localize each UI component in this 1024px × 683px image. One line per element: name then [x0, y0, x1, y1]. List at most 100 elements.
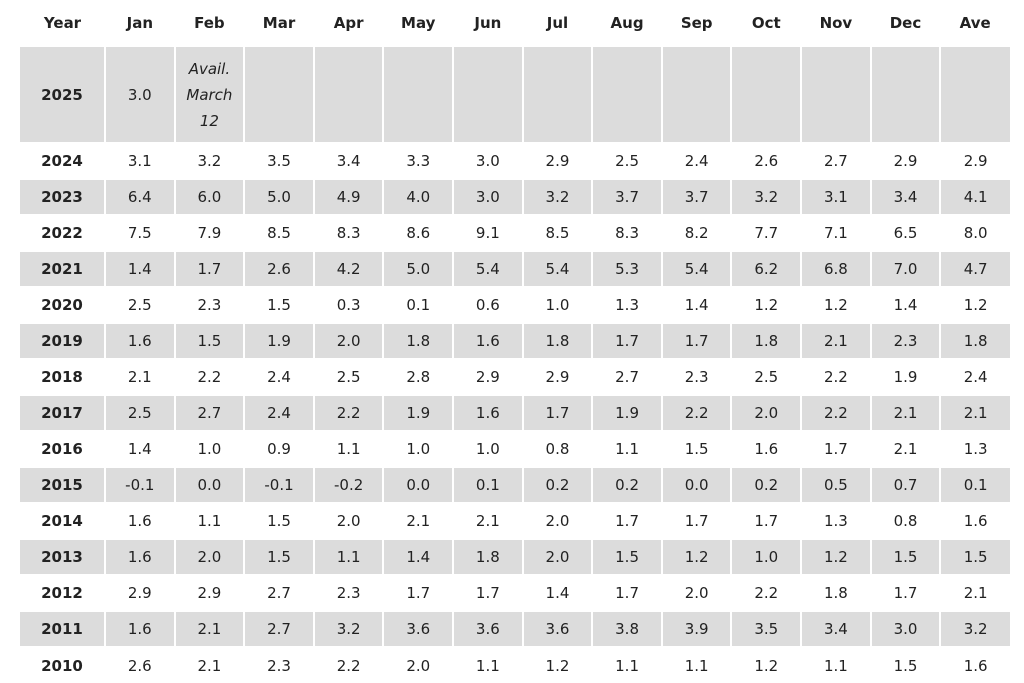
value-cell: 1.7: [660, 322, 732, 359]
value-cell: 1.9: [591, 394, 662, 431]
value-cell: 1.5: [173, 322, 245, 359]
value-cell: 3.5: [243, 142, 314, 179]
value-cell: 8.6: [382, 214, 454, 251]
value-cell: 2.2: [730, 574, 802, 611]
table-row: 2010 2.6 2.1 2.3 2.2 2.0 1.1 1.2 1.1 1.1 1.2 1.1 1.5…: [20, 646, 1010, 683]
value-cell: 1.6: [104, 502, 175, 539]
value-cell: 2.4: [243, 394, 314, 431]
value-cell: 1.0: [521, 286, 593, 323]
value-cell: 1.6: [104, 610, 175, 647]
value-cell: 2.8: [382, 358, 454, 395]
value-cell: 1.2: [660, 538, 732, 575]
value-cell: 1.4: [104, 430, 175, 467]
value-cell: 4.1: [939, 178, 1010, 215]
column-header: Oct: [751, 13, 781, 32]
year-cell: 2022: [20, 214, 105, 251]
value-cell: 6.0: [173, 178, 245, 215]
value-cell: 7.0: [869, 250, 941, 287]
value-cell: 1.8: [452, 538, 523, 575]
value-cell: 0.5: [800, 466, 871, 503]
value-cell: 2.4: [660, 142, 732, 179]
value-cell: 1.1: [173, 502, 245, 539]
value-cell: 2.1: [939, 574, 1010, 611]
value-cell: 2.2: [312, 646, 384, 683]
table-row: 2022 7.5 7.9 8.5 8.3 8.6 9.1 8.5 8.3 8.2 7.7 7.1 6.5…: [20, 214, 1010, 251]
value-cell: 1.3: [591, 286, 662, 323]
value-cell: 6.8: [800, 250, 871, 287]
value-cell: 2.3: [660, 358, 732, 395]
value-cell: 1.8: [939, 322, 1010, 359]
value-cell: 3.3: [382, 142, 454, 179]
value-cell: 2.7: [173, 394, 245, 431]
value-cell: 1.9: [869, 358, 941, 395]
value-cell: 2.3: [173, 286, 245, 323]
value-cell: 0.1: [382, 286, 454, 323]
year-cell: 2016: [20, 430, 105, 467]
column-header: Nov: [819, 13, 853, 32]
value-cell: 1.7: [382, 574, 454, 611]
value-cell: [452, 45, 523, 143]
value-cell: 2.0: [521, 538, 593, 575]
value-cell: 2.1: [382, 502, 454, 539]
value-cell: 2.0: [730, 394, 802, 431]
value-cell: 8.5: [243, 214, 314, 251]
value-cell: 1.7: [452, 574, 523, 611]
value-cell: 1.4: [104, 250, 175, 287]
year-cell: 2010: [20, 646, 105, 683]
value-cell: 0.2: [730, 466, 802, 503]
value-cell: 8.5: [521, 214, 593, 251]
value-cell: 1.9: [382, 394, 454, 431]
table-row: 2013 1.6 2.0 1.5 1.1 1.4 1.8 2.0 1.5 1.2 1.0 1.2 1.5…: [20, 538, 1010, 575]
value-cell: 3.0: [104, 45, 175, 143]
value-cell: [243, 45, 314, 143]
value-cell: 6.2: [730, 250, 802, 287]
value-cell: 1.1: [312, 430, 384, 467]
value-cell: 4.2: [312, 250, 384, 287]
value-cell: 5.4: [660, 250, 732, 287]
column-header: Ave: [959, 13, 991, 32]
value-cell: 2.1: [452, 502, 523, 539]
value-cell: 2.9: [869, 142, 941, 179]
table-row: 2012 2.9 2.9 2.7 2.3 1.7 1.7 1.4 1.7 2.0 2.2 1.8 1.7…: [20, 574, 1010, 611]
value-cell: 1.5: [939, 538, 1010, 575]
value-cell: 2.9: [521, 142, 593, 179]
value-cell: 3.8: [591, 610, 662, 647]
value-cell: 1.0: [730, 538, 802, 575]
value-cell: 1.7: [730, 502, 802, 539]
value-cell: 1.6: [452, 394, 523, 431]
value-cell: 2.5: [104, 286, 175, 323]
value-cell: 2.2: [660, 394, 732, 431]
value-cell: 3.2: [521, 178, 593, 215]
value-cell: 1.1: [660, 646, 732, 683]
year-cell: 2019: [20, 322, 105, 359]
value-cell: 2.0: [173, 538, 245, 575]
value-cell: 2.6: [104, 646, 175, 683]
value-cell: [939, 45, 1010, 143]
value-cell: 2.7: [800, 142, 871, 179]
value-cell: 2.0: [660, 574, 732, 611]
value-cell: [521, 45, 593, 143]
value-cell: 1.1: [591, 430, 662, 467]
value-cell: 2.0: [521, 502, 593, 539]
value-cell: 2.2: [312, 394, 384, 431]
value-cell: 8.3: [312, 214, 384, 251]
value-cell: 2.4: [243, 358, 314, 395]
value-cell: 2.1: [173, 646, 245, 683]
value-cell: 1.7: [660, 502, 732, 539]
value-cell: 0.3: [312, 286, 384, 323]
value-cell: 1.0: [382, 430, 454, 467]
value-cell: 9.1: [452, 214, 523, 251]
value-cell: 1.3: [939, 430, 1010, 467]
value-cell: 8.2: [660, 214, 732, 251]
table-row: 2014 1.6 1.1 1.5 2.0 2.1 2.1 2.0 1.7 1.7 1.7 1.3 0.8…: [20, 502, 1010, 539]
value-cell: 3.0: [869, 610, 941, 647]
year-cell: 2021: [20, 250, 105, 287]
value-cell: 3.1: [104, 142, 175, 179]
value-cell: 3.0: [452, 142, 523, 179]
value-cell: 0.0: [660, 466, 732, 503]
value-cell: 2.0: [382, 646, 454, 683]
value-cell: 0.8: [521, 430, 593, 467]
column-header: Apr: [333, 13, 364, 32]
value-cell: 1.8: [800, 574, 871, 611]
